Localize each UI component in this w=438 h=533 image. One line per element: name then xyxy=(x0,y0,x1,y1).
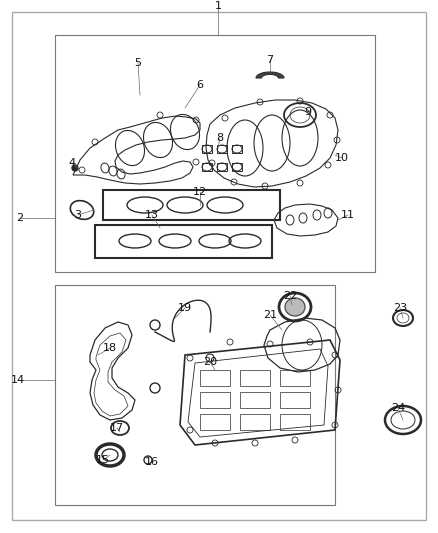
Polygon shape xyxy=(256,72,284,78)
Text: 15: 15 xyxy=(96,455,110,465)
Text: 3: 3 xyxy=(74,210,81,220)
Text: 13: 13 xyxy=(145,210,159,220)
Bar xyxy=(202,163,212,171)
Bar xyxy=(232,163,242,171)
Text: 20: 20 xyxy=(203,357,217,367)
Text: 12: 12 xyxy=(193,187,207,197)
Text: 19: 19 xyxy=(178,303,192,313)
Text: 5: 5 xyxy=(134,58,141,68)
Text: 4: 4 xyxy=(68,158,76,168)
Text: 23: 23 xyxy=(393,303,407,313)
Bar xyxy=(217,145,227,153)
Bar xyxy=(202,145,212,153)
Text: 22: 22 xyxy=(283,291,297,301)
Text: 21: 21 xyxy=(263,310,277,320)
Bar xyxy=(200,370,230,386)
Bar xyxy=(55,285,335,505)
Bar xyxy=(232,145,242,153)
Bar xyxy=(280,392,310,408)
Bar xyxy=(240,414,270,430)
Bar xyxy=(217,163,227,171)
Text: 24: 24 xyxy=(391,403,405,413)
Bar xyxy=(280,414,310,430)
Bar xyxy=(280,370,310,386)
Bar xyxy=(55,35,375,272)
Ellipse shape xyxy=(285,298,305,316)
Bar xyxy=(200,414,230,430)
Bar xyxy=(240,392,270,408)
Text: 10: 10 xyxy=(335,153,349,163)
Text: 14: 14 xyxy=(11,375,25,385)
Text: 16: 16 xyxy=(145,457,159,467)
Text: 18: 18 xyxy=(103,343,117,353)
Text: 9: 9 xyxy=(304,107,311,117)
Text: 2: 2 xyxy=(17,213,24,223)
Bar xyxy=(200,392,230,408)
Text: 7: 7 xyxy=(266,55,274,65)
Text: 6: 6 xyxy=(197,80,204,90)
Text: 11: 11 xyxy=(341,210,355,220)
Text: 8: 8 xyxy=(216,133,223,143)
Bar xyxy=(240,370,270,386)
Text: 17: 17 xyxy=(110,423,124,433)
Ellipse shape xyxy=(72,165,78,171)
Text: 1: 1 xyxy=(215,1,222,11)
